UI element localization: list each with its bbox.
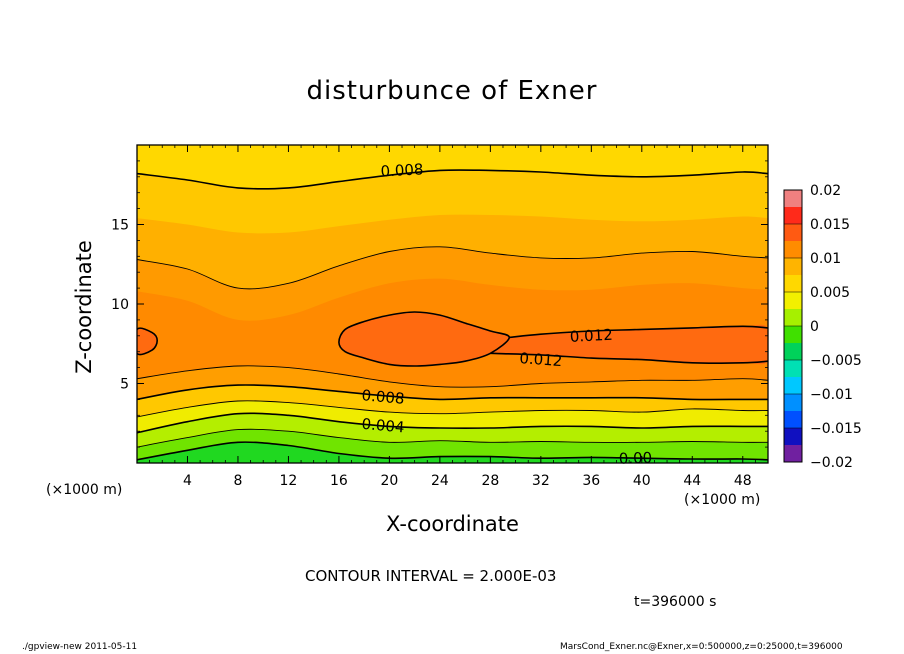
y-tick-label: 5 <box>120 377 129 393</box>
contour-line <box>137 365 768 388</box>
footer-left: ./gpview-new 2011-05-11 <box>22 642 138 652</box>
x-tick-label: 4 <box>183 473 192 489</box>
y-tick-label: 10 <box>111 297 129 313</box>
colorbar-swatch <box>784 309 802 327</box>
x-tick-label: 16 <box>330 473 348 489</box>
colorbar-label: −0.005 <box>810 353 862 369</box>
contour-label: 0.004 <box>361 415 405 437</box>
colorbar-swatch <box>784 326 802 344</box>
fill-high-center <box>338 312 510 366</box>
y-axis-label: Z-coordinate <box>72 240 96 374</box>
colorbar-swatch <box>784 207 802 225</box>
contour-interval-label: CONTOUR INTERVAL = 2.000E-03 <box>305 567 557 585</box>
contour-line-0012 <box>509 325 768 339</box>
colorbar-swatch <box>784 190 802 208</box>
colorbar-label: 0.02 <box>810 183 841 199</box>
contour-line <box>137 384 768 401</box>
fill-high-right <box>489 324 768 365</box>
colorbar-label: −0.01 <box>810 387 853 403</box>
y-tick-label: 15 <box>111 218 129 234</box>
contour-line-0012 <box>137 327 159 356</box>
contour-line <box>137 246 768 290</box>
y-axis-unit: (×1000 m) <box>46 482 123 498</box>
colorbar-swatch <box>784 258 802 276</box>
x-tick-label: 44 <box>683 473 701 489</box>
colorbar-swatch <box>784 428 802 446</box>
x-axis-label: X-coordinate <box>386 512 519 536</box>
colorbar-swatch <box>784 394 802 412</box>
contour-label: 0.008 <box>361 386 405 408</box>
colorbar-swatch <box>784 224 802 242</box>
x-tick-label: 40 <box>633 473 651 489</box>
colorbar-swatch <box>784 411 802 429</box>
colorbar-label: −0.02 <box>810 455 853 471</box>
contour-line <box>137 428 768 448</box>
colorbar-swatch <box>784 343 802 361</box>
contour-line <box>137 412 768 434</box>
colorbar-label: −0.015 <box>810 421 862 437</box>
x-tick-label: 24 <box>431 473 449 489</box>
colorbar-label: 0 <box>810 319 819 335</box>
x-tick-label: 12 <box>280 473 298 489</box>
colorbar-label: 0.015 <box>810 217 850 233</box>
colorbar-swatch <box>784 445 802 463</box>
x-tick-label: 20 <box>380 473 398 489</box>
fill-high-left <box>137 328 158 355</box>
x-tick-label: 36 <box>582 473 600 489</box>
colorbar-swatch <box>784 292 802 310</box>
contour-line-0012 <box>490 352 768 364</box>
contour-label: 0.00 <box>618 449 652 468</box>
x-tick-label: 28 <box>481 473 499 489</box>
x-axis-unit: (×1000 m) <box>684 492 761 508</box>
contour-label: 0.012 <box>569 326 613 346</box>
contour-line <box>137 441 768 461</box>
colorbar-swatch <box>784 360 802 378</box>
colorbar-label: 0.01 <box>810 251 841 267</box>
colorbar-swatch <box>784 241 802 259</box>
x-tick-label: 32 <box>532 473 550 489</box>
contour-label: 0.012 <box>519 349 563 370</box>
x-tick-label: 48 <box>734 473 752 489</box>
x-tick-label: 8 <box>233 473 242 489</box>
time-label: t=396000 s <box>634 594 717 610</box>
contour-label: 0.008 <box>380 160 424 180</box>
chart-title: disturbunce of Exner <box>306 76 598 106</box>
contour-line <box>137 400 768 418</box>
contour-line <box>137 169 768 190</box>
colorbar-label: 0.005 <box>810 285 850 301</box>
footer-right: MarsCond_Exner.nc@Exner,x=0:500000,z=0:2… <box>560 642 843 652</box>
colorbar-swatch <box>784 275 802 293</box>
colorbar-swatch <box>784 377 802 395</box>
